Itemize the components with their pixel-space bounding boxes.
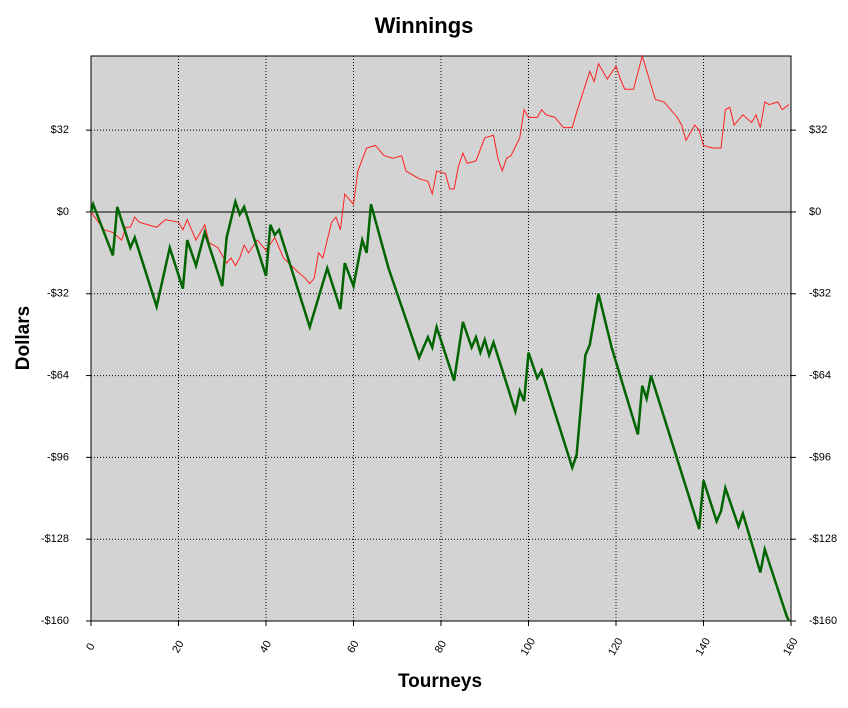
y-tick-label: -$64 — [47, 369, 69, 381]
y-tick-label: -$128 — [41, 533, 69, 545]
x-tick-label: 60 — [345, 639, 362, 656]
y2-tick-label: $0 — [809, 206, 821, 218]
y2-tick-label: -$64 — [809, 369, 831, 381]
x-tick-label: 40 — [258, 639, 275, 656]
y-tick-label: -$96 — [47, 451, 69, 463]
y-tick-label: -$160 — [41, 615, 69, 627]
y2-tick-label: -$160 — [809, 615, 837, 627]
x-tick-label: 120 — [606, 636, 626, 658]
x-axis-label: Tourneys — [398, 671, 482, 692]
x-tick-label: 160 — [781, 636, 801, 658]
y2-tick-label: $32 — [809, 124, 827, 136]
y2-tick-label: -$32 — [809, 288, 831, 300]
line-series — [89, 197, 790, 622]
y-tick-label: -$32 — [47, 288, 69, 300]
line-series — [90, 54, 790, 285]
y-tick-label: $0 — [57, 206, 69, 218]
x-tick-label: 80 — [433, 639, 450, 656]
x-tick-label: 0 — [84, 641, 97, 652]
y2-tick-label: -$96 — [809, 451, 831, 463]
x-tick-label: 140 — [694, 636, 714, 658]
y2-tick-label: -$128 — [809, 533, 837, 545]
x-tick-label: 20 — [170, 639, 187, 656]
y-axis-label: Dollars — [13, 306, 34, 370]
y-tick-label: $32 — [51, 124, 69, 136]
chart-title: Winnings — [375, 13, 474, 38]
x-tick-label: 100 — [519, 636, 539, 658]
